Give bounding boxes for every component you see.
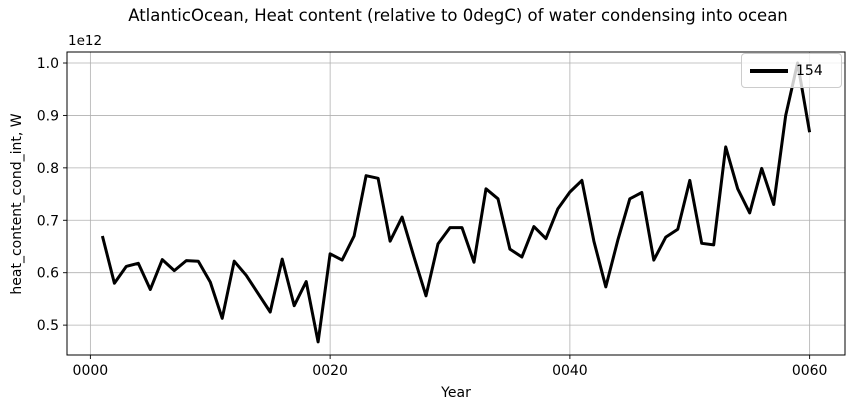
x-tick-label: 0040 [552,363,588,379]
y-tick-label: 0.5 [37,318,59,334]
legend-line-sample [750,68,788,73]
y-axis-offset-text: 1e12 [68,33,103,49]
data-line-154 [100,61,812,344]
y-tick-label: 0.7 [37,213,59,229]
axes-spines [66,51,846,356]
x-tick-label: 0020 [312,363,348,379]
y-tick-label: 0.6 [37,266,59,282]
x-tick-label: 0000 [73,363,109,379]
x-axis-label: Year [441,385,471,401]
chart-title: AtlanticOcean, Heat content (relative to… [128,6,788,25]
legend: 154 [741,53,842,88]
y-tick-label: 0.9 [37,108,59,124]
legend-label: 154 [796,62,823,79]
x-tick-label: 0060 [792,363,828,379]
y-tick-label: 0.8 [37,161,59,177]
y-tick-label: 1.0 [37,56,59,72]
